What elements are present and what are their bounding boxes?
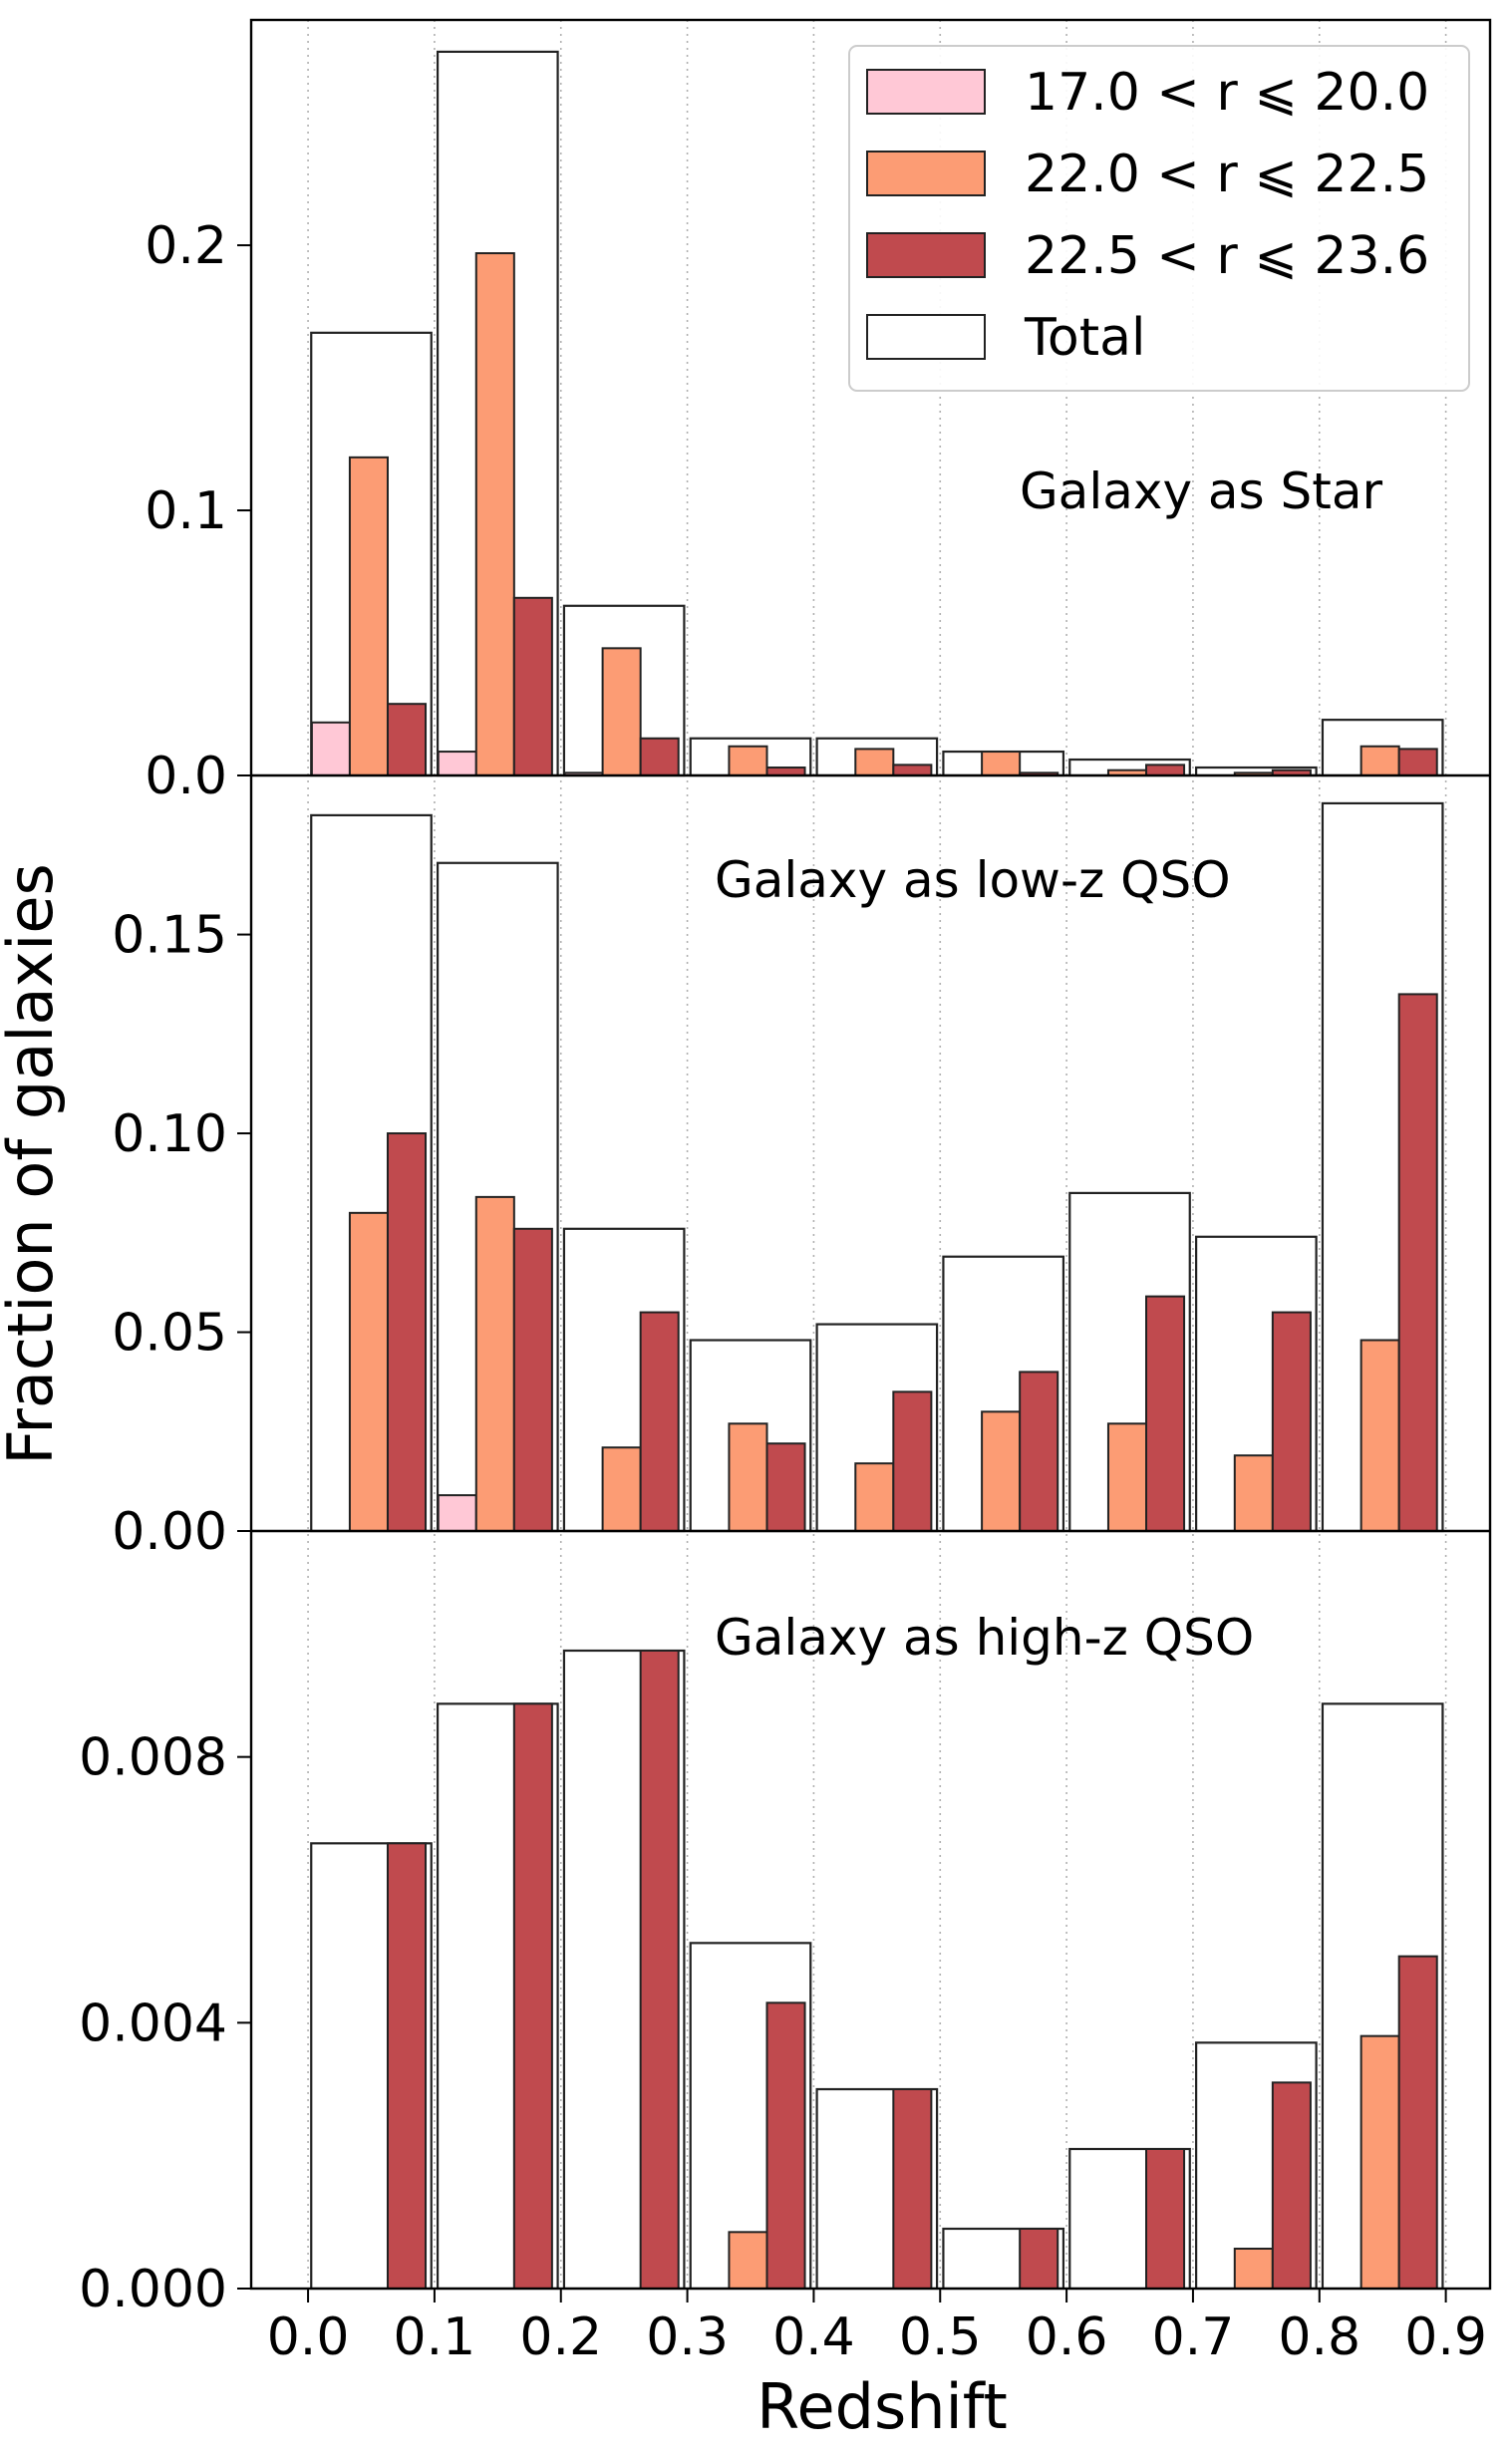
bar-s2-star-1 [474,252,515,776]
legend-label-total: Total [1024,308,1145,368]
bar-s3-highz-6 [1145,2148,1186,2290]
x-tick-label-6: 0.6 [1026,2307,1108,2367]
axes-frame [249,18,1492,2291]
x-tick-label-4: 0.4 [772,2307,855,2367]
x-tick-label-0: 0.0 [267,2307,350,2367]
bar-s3-lowz-6 [1145,1295,1186,1533]
x-tick-label-5: 0.5 [899,2307,982,2367]
bar-s2-lowz-6 [1106,1422,1148,1532]
labels-layer: Galaxy as Star Galaxy as low-z QSO Galaxy … [715,462,1382,1667]
y-tick-label-highz-2: 0.008 [79,1728,227,1788]
panel-label-lowz: Galaxy as low-z QSO [715,851,1231,909]
bar-s3-highz-4 [892,2088,933,2290]
bar-s2-star-5 [981,751,1022,777]
legend-swatch-total [866,314,986,360]
bar-s3-lowz-8 [1397,993,1438,1532]
bar-s2-star-8 [1360,745,1400,776]
bar-s3-lowz-2 [639,1311,680,1533]
bar-s2-star-3 [728,745,768,776]
legend-swatch-s2 [866,151,986,196]
legend-label-s3: 22.5 < r ⩽ 23.6 [1025,226,1429,286]
x-tick-label-8: 0.8 [1278,2307,1361,2367]
bar-s3-highz-2 [639,1650,680,2290]
x-tick-label-1: 0.1 [394,2307,476,2367]
bar-s1-lowz-1 [437,1494,477,1532]
y-tick-label-lowz-0: 0.00 [112,1502,227,1562]
grid-layer [307,20,1447,2289]
bar-s2-lowz-2 [601,1446,642,1533]
y-tick-label-star-1: 0.1 [145,481,227,541]
legend-swatch-s1 [866,69,986,115]
x-tick-label-9: 0.9 [1404,2307,1487,2367]
bar-s3-highz-3 [765,2001,806,2291]
bar-s2-lowz-7 [1233,1454,1274,1532]
bar-s2-star-2 [601,647,642,777]
bar-s2-star-0 [348,456,389,776]
y-tick-label-highz-1: 0.004 [79,1994,227,2053]
x-axis-title: Redshift [756,2370,1008,2443]
bar-s3-star-1 [512,596,553,777]
bar-s3-highz-7 [1271,2081,1312,2290]
bar-s3-highz-0 [386,1842,428,2291]
bar-s2-highz-7 [1233,2248,1274,2290]
y-axis-title: Fraction of galaxies [0,863,67,1465]
bar-s3-lowz-5 [1019,1371,1059,1532]
bar-s2-lowz-1 [474,1195,515,1532]
y-tick-label-star-2: 0.2 [145,216,227,276]
legend-label-s1: 17.0 < r ⩽ 20.0 [1025,63,1429,123]
panel-label-star: Galaxy as Star [1020,462,1383,520]
legend-box [848,45,1470,392]
bar-s3-highz-1 [512,1702,553,2291]
x-tick-label-2: 0.2 [519,2307,602,2367]
bar-s2-lowz-8 [1360,1339,1400,1532]
bar-s3-lowz-3 [765,1442,806,1532]
frame-layer [249,18,1492,2291]
bar-s3-lowz-7 [1271,1311,1312,1533]
bar-s3-lowz-1 [512,1227,553,1533]
bar-s3-highz-5 [1019,2228,1059,2290]
bar-s3-lowz-4 [892,1390,933,1532]
bar-s2-lowz-0 [348,1211,389,1533]
bar-s3-star-6 [1145,764,1186,776]
x-tick-label-3: 0.3 [646,2307,729,2367]
bar-s2-lowz-5 [981,1410,1022,1533]
bar-s3-highz-8 [1397,1955,1438,2290]
bar-s2-highz-3 [728,2231,768,2290]
y-tick-label-star-0: 0.0 [145,747,227,806]
bar-s2-lowz-3 [728,1422,768,1532]
legend-label-s2: 22.0 < r ⩽ 22.5 [1025,145,1429,204]
bar-s3-lowz-0 [386,1132,428,1532]
bar-s3-star-8 [1397,748,1438,776]
y-tick-label-lowz-2: 0.10 [112,1104,227,1164]
ticks-layer: 0.0 0.1 0.2 0.00 0.05 0.10 0.15 0.000 0.004 0.008… [79,216,1487,2367]
bar-s1-star-0 [310,721,351,776]
y-tick-label-lowz-3: 0.15 [112,906,227,966]
bar-s3-star-2 [639,737,680,776]
bar-s3-star-0 [386,703,428,776]
y-tick-label-lowz-1: 0.05 [112,1304,227,1364]
bar-s3-star-4 [892,764,933,776]
bar-s2-highz-8 [1360,2034,1400,2290]
legend-swatch-s3 [866,232,986,278]
panel-label-highz: Galaxy as high-z QSO [715,1609,1254,1667]
bar-s2-lowz-4 [854,1462,895,1533]
y-tick-label-highz-0: 0.000 [79,2260,227,2319]
legend: 17.0 < r ⩽ 20.0 22.0 < r ⩽ 22.5 22.5 < r ⩽… [848,45,1470,392]
x-tick-label-7: 0.7 [1152,2307,1235,2367]
bar-s1-star-1 [437,751,477,777]
bar-s2-star-4 [854,748,895,776]
